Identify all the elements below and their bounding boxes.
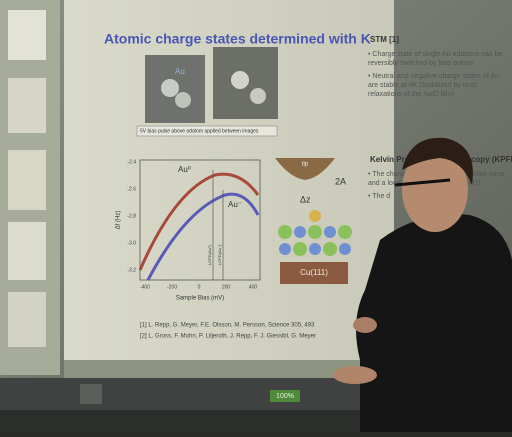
y-tick-label: -3.2 [127, 267, 136, 273]
thumbnail [8, 78, 46, 133]
thumbnail [8, 292, 46, 347]
gap-label: Δz [300, 194, 311, 204]
adatom [161, 79, 179, 97]
x-tick-label: 400 [249, 284, 258, 290]
x-axis-label: Sample Bias (mV) [176, 296, 224, 302]
reference: [1] L. Repp, G. Meyer, F.E. Olsson, M. P… [140, 323, 315, 329]
bullet: • Neutral and negative charge states of … [368, 72, 510, 99]
y-tick-label: -3.0 [127, 240, 136, 246]
taskbar-button[interactable] [80, 384, 102, 404]
hand [333, 366, 377, 384]
substrate-label: Cu(111) [300, 268, 328, 277]
page: Atomic charge states determined with K A… [0, 0, 512, 432]
x-tick-label: 0 [198, 284, 201, 290]
curve-label: Au⁻ [228, 200, 242, 209]
bullet-text: The d [372, 193, 390, 200]
thumbnail [8, 150, 46, 210]
adatom [250, 88, 266, 104]
heading: STM [1] [370, 35, 399, 44]
x-tick-label: -400 [140, 284, 150, 290]
y-tick-label: -2.8 [127, 213, 136, 219]
image-caption: 5V bias pulse above adatom applied betwe… [140, 128, 259, 134]
adatom [175, 92, 191, 108]
y-tick-label: -2.4 [127, 159, 136, 165]
bullet-text: Charge state of single Au adatoms can be… [368, 51, 502, 67]
thumbnail [8, 222, 46, 280]
curve-label: Au⁰ [178, 165, 191, 174]
bullet: • Charge state of single Au adatoms can … [368, 50, 510, 68]
y-tick-label: -2.6 [127, 186, 136, 192]
person-body [356, 214, 512, 432]
slide-title: Atomic charge states determined with K [104, 31, 371, 47]
x-tick-label: 200 [222, 284, 231, 290]
hand [353, 317, 377, 333]
y-axis-label: Δf (Hz) [116, 211, 122, 230]
zoom-label: 100% [276, 393, 294, 400]
marker-label: LCPD(Au⁰) [207, 245, 212, 265]
photo: Atomic charge states determined with K A… [0, 0, 512, 432]
x-tick-label: -200 [167, 284, 177, 290]
adatom [231, 71, 249, 89]
thumbnail [8, 10, 46, 60]
marker-label: LCPD(Au⁻) [217, 244, 222, 265]
bullets: • Charge state of single Au adatoms can … [368, 50, 510, 140]
bullet-text: Neutral and negative charge states of Au… [368, 73, 499, 98]
tip-label: tip [302, 162, 309, 168]
distance-label: 2A [335, 176, 346, 186]
image-label: Au [175, 67, 185, 76]
reference: [2] L. Gross, F. Mohn, P. Liljeroth, J. … [140, 334, 316, 340]
